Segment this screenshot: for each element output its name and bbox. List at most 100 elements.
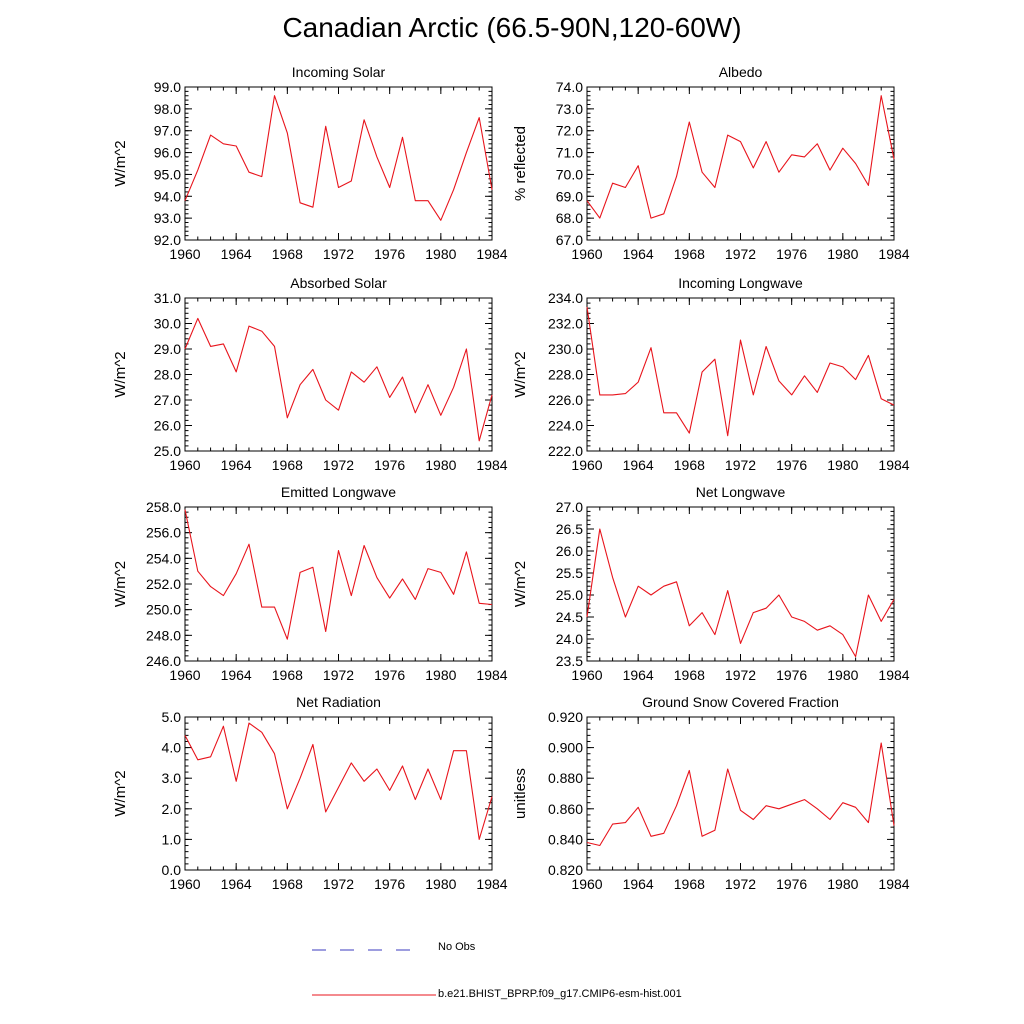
chart-3-point-1962 [210, 346, 211, 347]
chart-7-point-1969 [300, 778, 301, 779]
chart-3-point-1981 [453, 387, 454, 388]
chart-5-ytick-label: 256.0 [146, 525, 181, 541]
chart-4-ytick-label: 228.0 [548, 367, 583, 383]
chart-5-point-1961 [197, 571, 198, 572]
chart-6-point-1979 [829, 625, 830, 626]
chart-3-point-1968 [287, 417, 288, 418]
chart-7-point-1971 [325, 811, 326, 812]
chart-8-point-1979 [829, 819, 830, 820]
chart-8-ylabel: unitless [512, 768, 529, 819]
chart-1-point-1981 [453, 189, 454, 190]
chart-5-ytick-label: 246.0 [146, 653, 181, 669]
chart-1-point-1984 [491, 189, 492, 190]
chart-2-point-1981 [855, 163, 856, 164]
chart-7-xtick-label: 1972 [323, 876, 354, 892]
chart-7-ytick-label: 1.0 [162, 831, 182, 847]
chart-7-xtick-label: 1960 [169, 876, 200, 892]
chart-3-ytick-label: 30.0 [154, 316, 181, 332]
chart-7-point-1968 [287, 808, 288, 809]
chart-7-xtick-label: 1984 [476, 876, 507, 892]
chart-7-point-1975 [376, 768, 377, 769]
chart-7-point-1976 [389, 790, 390, 791]
chart-1-xtick-label: 1960 [169, 246, 200, 262]
chart-1-point-1973 [351, 180, 352, 181]
chart-4-point-1972 [740, 340, 741, 341]
chart-8-point-1960 [586, 842, 587, 843]
chart-5-xtick-label: 1964 [221, 667, 252, 683]
chart-4-title: Incoming Longwave [678, 275, 803, 291]
chart-1-xtick-label: 1976 [374, 246, 405, 262]
chart-7-series-1-line [184, 722, 493, 840]
chart-8-point-1971 [727, 768, 728, 769]
chart-3-ytick-label: 26.0 [154, 418, 181, 434]
chart-8-ytick-label: 0.820 [548, 862, 583, 878]
chart-8-point-1962 [612, 824, 613, 825]
chart-6-ytick-label: 25.0 [556, 587, 583, 603]
legend-obs-label: No Obs [438, 941, 476, 953]
chart-5-xtick-label: 1960 [169, 667, 200, 683]
chart-5-title: Emitted Longwave [281, 484, 396, 500]
chart-6-point-1972 [740, 643, 741, 644]
chart-1-ytick-label: 94.0 [154, 188, 181, 204]
chart-5-point-1978 [415, 599, 416, 600]
chart-4-series-1-line [586, 306, 895, 437]
chart-4-point-1982 [868, 355, 869, 356]
chart-6-point-1964 [638, 586, 639, 587]
chart-5-point-1981 [453, 594, 454, 595]
chart-2-ytick-label: 69.0 [556, 188, 583, 204]
chart-1-point-1961 [197, 170, 198, 171]
chart-5-point-1964 [236, 573, 237, 574]
chart-3-point-1971 [325, 399, 326, 400]
chart-1-series-1-line [184, 95, 493, 221]
chart-1-point-1978 [415, 200, 416, 201]
chart-3-point-1983 [479, 440, 480, 441]
chart-4-point-1976 [791, 394, 792, 395]
chart-8-point-1976 [791, 804, 792, 805]
chart-5-point-1984 [491, 604, 492, 605]
chart-1-point-1963 [223, 143, 224, 144]
chart-6-point-1969 [702, 612, 703, 613]
chart-5-point-1983 [479, 603, 480, 604]
chart-6-xtick-label: 1968 [674, 667, 705, 683]
chart-7-ytick-label: 3.0 [162, 770, 182, 786]
chart-7-point-1974 [364, 781, 365, 782]
chart-1-point-1983 [479, 117, 480, 118]
legend-obs-line [312, 949, 418, 951]
chart-6-xtick-label: 1976 [776, 667, 807, 683]
chart-3-xtick-label: 1976 [374, 457, 405, 473]
chart-1-point-1965 [248, 172, 249, 173]
chart-3-point-1973 [351, 371, 352, 372]
chart-3-xtick-label: 1972 [323, 457, 354, 473]
chart-5-point-1980 [440, 572, 441, 573]
chart-1-ytick-label: 99.0 [154, 79, 181, 95]
chart-6-ytick-label: 27.0 [556, 499, 583, 515]
chart-8-point-1982 [868, 822, 869, 823]
chart-3-point-1977 [402, 377, 403, 378]
chart-8-xtick-label: 1968 [674, 876, 705, 892]
chart-8-point-1969 [702, 836, 703, 837]
chart-6-ytick-label: 23.5 [556, 653, 583, 669]
chart-6-point-1960 [586, 616, 587, 617]
chart-1-point-1967 [274, 95, 275, 96]
chart-1-title: Incoming Solar [292, 64, 386, 80]
chart-6-xtick-label: 1980 [827, 667, 858, 683]
chart-5-xtick-label: 1976 [374, 667, 405, 683]
chart-3-point-1976 [389, 397, 390, 398]
chart-6-ytick-label: 26.0 [556, 543, 583, 559]
chart-8-point-1980 [842, 802, 843, 803]
chart-7-point-1981 [453, 750, 454, 751]
chart-4-ytick-label: 224.0 [548, 418, 583, 434]
chart-3-point-1960 [184, 348, 185, 349]
chart-6-point-1966 [663, 586, 664, 587]
chart-1-point-1980 [440, 220, 441, 221]
chart-7-point-1964 [236, 781, 237, 782]
chart-2-ytick-label: 68.0 [556, 210, 583, 226]
chart-2-point-1967 [676, 176, 677, 177]
chart-2-ytick-label: 71.0 [556, 145, 583, 161]
chart-7-point-1965 [248, 723, 249, 724]
chart-5-point-1973 [351, 595, 352, 596]
chart-7-xtick-label: 1976 [374, 876, 405, 892]
chart-1-point-1982 [466, 152, 467, 153]
chart-1-ytick-label: 92.0 [154, 232, 181, 248]
chart-1-ytick-label: 97.0 [154, 123, 181, 139]
